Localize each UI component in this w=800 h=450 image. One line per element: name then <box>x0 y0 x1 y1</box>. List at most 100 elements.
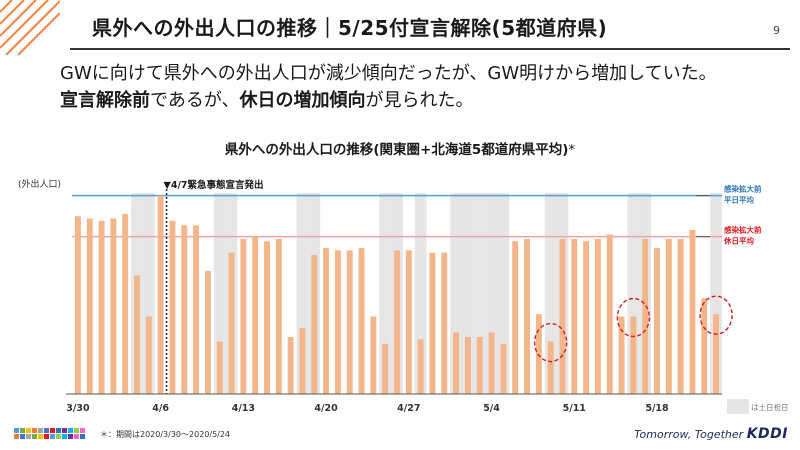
data-bar <box>689 229 696 394</box>
holiday-shade <box>710 193 722 394</box>
data-bar <box>583 241 590 394</box>
data-bar <box>240 238 247 394</box>
holiday-shade <box>450 193 462 394</box>
data-bar <box>488 332 495 394</box>
data-bar <box>264 241 270 394</box>
lead-line-2: 宣言解除前であるが、休日の増加傾向が見られた。 <box>60 87 717 114</box>
data-bar <box>181 225 188 394</box>
y-axis-label: (外出人口) <box>18 178 61 190</box>
footer-color-dots <box>14 428 85 439</box>
data-bar <box>228 252 235 394</box>
data-bar <box>512 241 519 394</box>
holiday-shade <box>296 193 309 394</box>
legend-swatch <box>727 399 749 414</box>
data-bar <box>654 248 660 394</box>
x-tick-label: 5/11 <box>563 403 586 414</box>
highlight-circle <box>533 322 568 363</box>
x-tick-label: 4/20 <box>314 403 338 414</box>
lead-text-2: が見られた。 <box>365 90 474 111</box>
holiday-shade <box>497 193 510 394</box>
data-bar <box>453 332 460 394</box>
data-bar <box>74 216 81 394</box>
holiday-shade <box>544 193 557 394</box>
lead-text: GWに向けて県外への外出人口が減少傾向だったが、GW明けから増加していた。 宣言… <box>60 60 717 114</box>
title-underline <box>70 48 790 50</box>
event-label: ▼4/7緊急事態宣言発出 <box>164 179 264 191</box>
data-bar <box>216 341 223 394</box>
holiday-label-line2: 休日平均 <box>723 236 754 246</box>
x-tick-label: 4/6 <box>152 403 169 414</box>
data-bar <box>500 343 507 394</box>
chart-title-text: 県外への外出人口の推移(関東圏+北海道5都道府県平均) <box>224 142 569 158</box>
data-bar <box>618 316 625 394</box>
corner-stripes-decoration <box>0 0 60 55</box>
data-bar <box>275 238 282 394</box>
data-bar <box>665 238 672 394</box>
data-bar <box>677 238 684 394</box>
holiday-shade <box>473 193 486 394</box>
data-bar <box>358 248 365 394</box>
data-bar <box>524 238 530 394</box>
highlight-circle <box>616 297 651 338</box>
data-bar <box>394 250 400 394</box>
footer-brand: Tomorrow, Together KDDI <box>634 426 788 442</box>
holiday-label-line1: 感染拡大前 <box>724 225 762 235</box>
holiday-shade <box>462 193 474 394</box>
data-bar <box>606 234 613 394</box>
footnote: ＊：期間は2020/3/30～2020/5/24 <box>100 430 231 439</box>
data-bar <box>559 238 566 394</box>
data-bar <box>535 314 542 394</box>
chart-title-mark: * <box>568 142 576 158</box>
page-title: 県外への外出人口の推移｜5/25付宣言解除(5都道府県) <box>92 16 608 40</box>
x-tick-label: 4/13 <box>232 403 255 414</box>
x-tick-label: 5/4 <box>483 403 500 414</box>
data-bar <box>382 343 389 394</box>
data-bar <box>464 337 471 394</box>
lead-emphasis-1: 宣言解除前 <box>60 90 150 111</box>
page-number: 9 <box>773 24 780 37</box>
data-bar <box>157 195 164 394</box>
weekday-label-line1: 感染拡大前 <box>724 184 762 194</box>
data-bar <box>713 314 720 394</box>
data-bar <box>547 341 554 394</box>
data-bar <box>204 270 211 394</box>
kddi-logo: KDDI <box>746 426 788 442</box>
holiday-shade <box>627 193 640 394</box>
data-bar <box>594 238 601 394</box>
data-bar <box>252 236 259 394</box>
data-bar <box>429 252 436 394</box>
data-bar <box>630 316 637 394</box>
data-bar <box>122 213 129 394</box>
data-bar <box>701 298 708 394</box>
x-tick-label: 3/30 <box>66 403 90 414</box>
data-bar <box>441 252 448 394</box>
data-bar <box>334 250 341 394</box>
data-bar <box>287 337 294 394</box>
data-bar <box>134 275 140 394</box>
data-bar <box>299 327 306 394</box>
data-bar <box>370 316 377 394</box>
footer-tagline: Tomorrow, Together <box>634 428 744 441</box>
data-bar <box>311 254 318 394</box>
holiday-shade <box>213 193 226 394</box>
data-bar <box>86 218 93 394</box>
data-bar <box>405 250 412 394</box>
data-bar <box>193 225 200 394</box>
data-bar <box>642 238 649 394</box>
data-bar <box>346 250 353 394</box>
x-tick-label: 5/18 <box>645 403 669 414</box>
holiday-shade <box>414 193 427 394</box>
chart-title: 県外への外出人口の推移(関東圏+北海道5都道府県平均)* <box>0 138 800 158</box>
data-bar <box>98 220 105 394</box>
data-bar <box>476 337 483 394</box>
holiday-shade <box>142 193 155 394</box>
x-tick-label: 4/27 <box>397 403 420 414</box>
data-bar <box>571 238 578 394</box>
legend-label: は土日祝日 <box>751 402 789 412</box>
lead-emphasis-2: 休日の増加傾向 <box>239 90 366 111</box>
data-bar <box>323 248 330 394</box>
holiday-shade <box>379 193 392 394</box>
data-bar <box>110 218 117 394</box>
lead-line-1: GWに向けて県外への外出人口が減少傾向だったが、GW明けから増加していた。 <box>60 63 717 84</box>
